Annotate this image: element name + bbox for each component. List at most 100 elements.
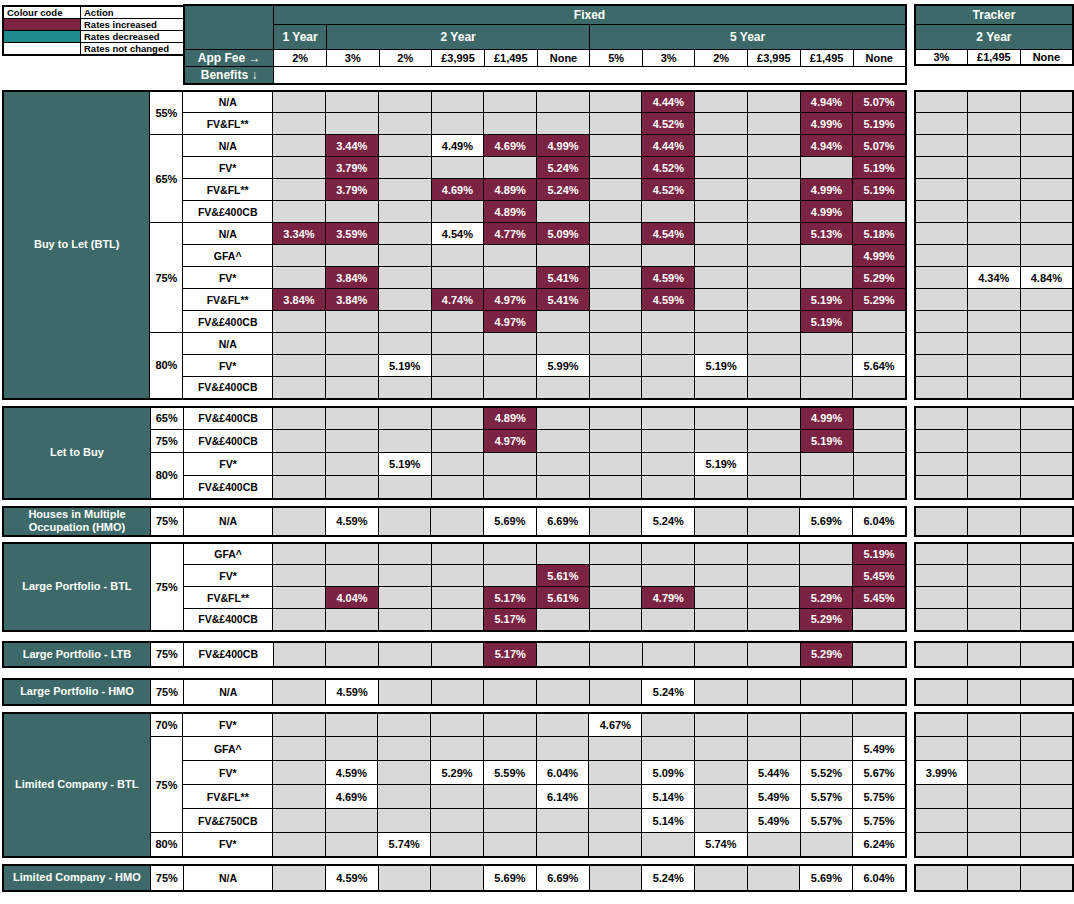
rate-cell (642, 245, 695, 267)
rate-cell (537, 91, 590, 113)
tracker-band-label: Tracker (915, 5, 1073, 24)
rate-cell (695, 809, 748, 833)
rate-cell (536, 737, 589, 761)
rate-cell: 3.79% (325, 179, 378, 201)
rate-cell (642, 453, 695, 476)
rate-cell: 5.18% (853, 223, 906, 245)
rate-cell: 5.24% (537, 157, 590, 179)
rate-cell: 3.84% (325, 267, 378, 289)
rate-cell (431, 713, 484, 737)
rate-cell (378, 267, 431, 289)
tracker-rate-cell (1020, 223, 1073, 245)
rate-cell (589, 407, 642, 430)
rate-cell: 4.59% (326, 679, 379, 705)
tracker-rate-cell (1020, 91, 1073, 113)
benefit-cell: N/A (183, 679, 273, 705)
benefit-cell: FV&£400CB (183, 609, 273, 631)
rate-cell (589, 113, 642, 135)
tracker-rate-cell (915, 543, 968, 565)
rate-cell (695, 565, 748, 587)
rate-cell: 5.13% (800, 223, 853, 245)
rate-cell (378, 761, 431, 785)
rate-cell (589, 355, 642, 377)
rate-cell: 5.19% (695, 453, 748, 476)
rate-cell (378, 609, 431, 631)
rate-cell (536, 833, 589, 857)
benefit-cell: GFA^ (183, 737, 273, 761)
term-band-label: 1 Year (274, 24, 327, 49)
rate-cell (853, 609, 906, 631)
group-label: Buy to Let (BTL) (3, 91, 150, 399)
benefit-cell: FV&£400CB (183, 407, 273, 430)
rate-cell (325, 355, 378, 377)
rate-cell (695, 91, 748, 113)
tracker-rate-cell (915, 267, 968, 289)
rate-cell: 5.19% (853, 179, 906, 201)
rate-cell: 4.99% (800, 179, 853, 201)
rate-cell (325, 809, 378, 833)
section-main-table: Large Portfolio - BTL75%GFA^5.19%FV*5.61… (2, 542, 907, 632)
group-label: Limited Company - HMO (3, 865, 150, 891)
rate-cell: 4.59% (325, 761, 378, 785)
benefit-cell: FV&£400CB (183, 430, 273, 453)
rate-cell (378, 565, 431, 587)
rate-cell (537, 377, 590, 399)
rate-cell (800, 713, 853, 737)
tracker-rate-cell (915, 785, 968, 809)
section-tracker-table (914, 406, 1074, 500)
tracker-rate-cell (1020, 377, 1073, 399)
rate-cell (483, 713, 536, 737)
rate-cell (800, 737, 853, 761)
tracker-rate-cell (968, 407, 1021, 430)
rate-cell: 5.69% (800, 507, 853, 536)
rate-cell (325, 113, 378, 135)
tracker-rate-cell (967, 289, 1020, 311)
rate-cell (589, 267, 642, 289)
benefit-cell: FV* (183, 355, 273, 377)
rate-cell (325, 333, 378, 355)
rate-cell (273, 267, 326, 289)
ltv-cell: 75% (150, 543, 183, 631)
tracker-rate-cell (915, 377, 968, 399)
rate-cell (589, 543, 642, 565)
rate-cell: 5.19% (800, 311, 853, 333)
rate-cell (431, 245, 484, 267)
rate-cell: 5.19% (853, 543, 906, 565)
benefit-cell: FV&FL** (183, 785, 273, 809)
rate-cell (484, 333, 537, 355)
tracker-rate-cell (967, 179, 1020, 201)
tracker-rate-cell (1020, 289, 1073, 311)
rate-cell (642, 201, 695, 223)
tracker-rate-cell (1020, 761, 1073, 785)
rate-cell: 5.29% (431, 761, 484, 785)
rate-cell: 4.99% (537, 135, 590, 157)
rate-cell (273, 430, 326, 453)
rate-cell (537, 476, 590, 499)
section-main-table: Houses in Multiple Occupation (HMO)75%N/… (2, 506, 907, 537)
rate-cell (589, 587, 642, 609)
rate-cell (589, 809, 642, 833)
tracker-rate-cell (1020, 587, 1073, 609)
rate-cell: 5.45% (853, 587, 906, 609)
rate-cell (695, 407, 748, 430)
tracker-rate-cell: 4.84% (1020, 267, 1073, 289)
rate-cell: 5.19% (378, 453, 431, 476)
rate-cell (800, 679, 853, 705)
section-row: Large Portfolio - LTB75%FV&£400CB5.17%5.… (2, 641, 1074, 668)
rate-cell (800, 267, 853, 289)
tracker-rate-cell (915, 430, 968, 453)
rate-cell (748, 333, 801, 355)
rate-cell (273, 333, 326, 355)
rate-cell: 4.59% (325, 865, 378, 891)
rate-cell (431, 587, 484, 609)
section-tracker-table (914, 641, 1074, 668)
term-band-label: 2 Year (915, 24, 1073, 49)
benefit-cell: FV* (183, 157, 273, 179)
rate-cell (537, 430, 590, 453)
rate-cell (589, 333, 642, 355)
rate-cell (484, 543, 537, 565)
rate-cell (378, 157, 431, 179)
rate-cell: 4.97% (484, 289, 537, 311)
benefit-cell: FV* (183, 833, 273, 857)
rate-cell (484, 245, 537, 267)
